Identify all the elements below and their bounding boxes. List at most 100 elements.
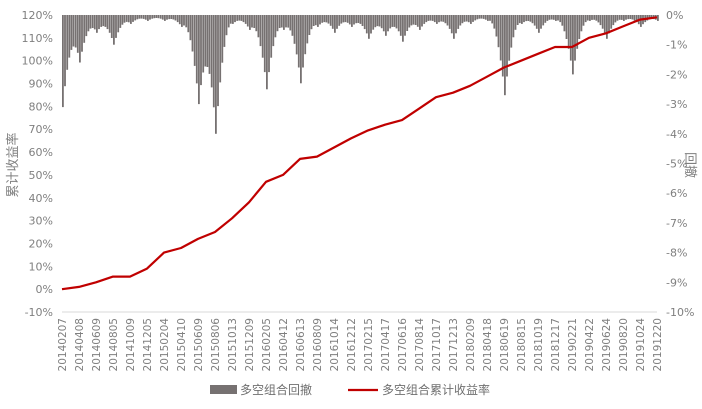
drawdown-bar — [472, 15, 474, 22]
left-tick-label: -10% — [25, 306, 53, 319]
drawdown-bar — [489, 15, 491, 21]
left-tick-label: 90% — [29, 78, 53, 91]
drawdown-bar — [501, 15, 504, 77]
drawdown-bar — [221, 15, 224, 63]
left-tick-label: 100% — [22, 55, 53, 68]
drawdown-bar — [595, 15, 598, 21]
legend-label-drawdown: 多空组合回撤 — [240, 382, 312, 397]
left-tick-label: 110% — [22, 32, 53, 45]
drawdown-bar — [376, 15, 379, 27]
drawdown-bar — [523, 15, 525, 23]
drawdown-bar — [353, 15, 355, 25]
drawdown-bar — [325, 15, 328, 23]
drawdown-bar — [155, 15, 158, 18]
drawdown-bar — [569, 15, 572, 61]
x-tick-label: 20140609 — [91, 318, 103, 371]
right-axis-title: 回撤 — [682, 152, 698, 178]
drawdown-bar — [96, 15, 98, 33]
drawdown-bar — [108, 15, 111, 33]
drawdown-bar — [357, 15, 360, 23]
right-tick-label: -5% — [666, 158, 687, 171]
left-tick-label: 120% — [22, 9, 53, 22]
drawdown-bar — [470, 15, 472, 24]
drawdown-bar — [329, 15, 332, 26]
drawdown-bar — [223, 15, 226, 47]
drawdown-bar — [136, 15, 139, 20]
drawdown-bar — [425, 15, 428, 23]
drawdown-bar — [429, 15, 432, 21]
drawdown-bar — [499, 15, 502, 61]
right-axis-ticks: 0% -1% -2% -3% -4% -5% -6% -7% -8% -9% -10% — [666, 9, 694, 319]
x-tick-label: 20171213 — [448, 318, 460, 371]
x-tick-label: 20181019 — [533, 318, 545, 371]
drawdown-bar — [633, 15, 636, 21]
drawdown-bar — [578, 15, 581, 39]
x-tick-label: 20140805 — [108, 318, 120, 371]
left-tick-label: 0% — [36, 283, 53, 296]
drawdown-bar — [142, 15, 145, 19]
x-tick-label: 20141205 — [142, 318, 154, 371]
drawdown-bar — [555, 15, 557, 21]
left-tick-label: 80% — [29, 100, 53, 113]
drawdown-bar — [62, 15, 64, 108]
drawdown-bar — [204, 15, 207, 67]
drawdown-bar — [278, 15, 281, 28]
drawdown-bar — [272, 15, 275, 47]
drawdown-bar — [70, 15, 73, 50]
drawdown-bar — [170, 15, 173, 19]
drawdown-bar — [440, 15, 443, 22]
drawdown-bar — [257, 15, 260, 38]
drawdown-bar — [172, 15, 175, 20]
drawdown-bar — [306, 15, 309, 44]
x-tick-label: 20180209 — [465, 318, 477, 371]
drawdown-bar — [431, 15, 434, 21]
drawdown-bar — [76, 15, 79, 53]
drawdown-bar — [346, 15, 349, 23]
drawdown-bar — [161, 15, 164, 20]
drawdown-bar — [280, 15, 283, 28]
drawdown-bar — [385, 15, 387, 36]
drawdown-bar — [372, 15, 375, 30]
x-tick-label: 20170814 — [414, 318, 426, 372]
drawdown-bar — [467, 15, 470, 23]
drawdown-bar — [321, 15, 324, 23]
drawdown-bar — [317, 15, 319, 27]
drawdown-bar — [427, 15, 430, 21]
drawdown-bar — [351, 15, 353, 27]
drawdown-bar — [389, 15, 392, 29]
drawdown-bar — [393, 15, 396, 27]
drawdown-bar — [635, 15, 638, 23]
drawdown-bar — [219, 15, 222, 83]
drawdown-bar — [319, 15, 321, 25]
drawdown-bar — [87, 15, 90, 32]
drawdown-bar — [236, 15, 239, 21]
drawdown-bar — [127, 15, 130, 23]
x-tick-label: 20170417 — [380, 318, 392, 371]
drawdown-bar — [493, 15, 496, 29]
drawdown-bar — [586, 15, 589, 21]
drawdown-bar — [102, 15, 105, 27]
drawdown-bar — [255, 15, 258, 32]
drawdown-bar — [387, 15, 389, 32]
drawdown-bar — [482, 15, 485, 19]
drawdown-bar — [304, 15, 307, 55]
drawdown-bar — [421, 15, 423, 27]
drawdown-bar — [465, 15, 468, 22]
drawdown-bar — [538, 15, 540, 33]
drawdown-bar — [93, 15, 96, 30]
drawdown-bar — [361, 15, 364, 26]
drawdown-bar — [359, 15, 362, 24]
drawdown-bar — [287, 15, 290, 28]
drawdown-bar — [240, 15, 243, 21]
drawdown-bar — [342, 15, 345, 23]
left-tick-label: 50% — [29, 169, 53, 182]
drawdown-bar — [406, 15, 409, 31]
x-tick-label: 20151013 — [227, 318, 239, 371]
drawdown-bar — [410, 15, 413, 26]
drawdown-bar — [610, 15, 613, 29]
x-tick-label: 20191024 — [635, 318, 647, 372]
legend-label-cumulative: 多空组合累计收益率 — [382, 382, 490, 397]
x-axis-ticks: 20140207 20140408 20140609 20140805 20141009… — [57, 318, 664, 372]
drawdown-bar — [457, 15, 460, 29]
drawdown-bar — [151, 15, 154, 19]
